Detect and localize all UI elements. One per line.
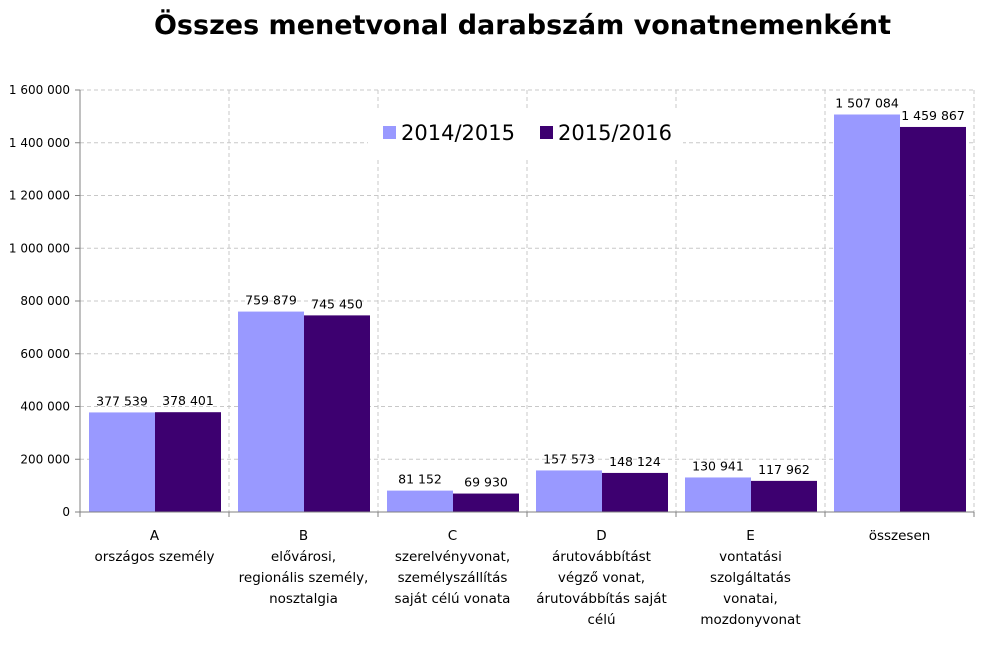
bars: [89, 114, 966, 512]
category-label-line: szolgáltatás: [710, 570, 791, 586]
axes: [75, 89, 975, 517]
category-label-line: A: [150, 528, 160, 544]
bar: [751, 480, 817, 512]
category-label-line: D: [596, 528, 606, 544]
data-label: 148 124: [609, 454, 661, 469]
data-label: 117 962: [758, 462, 810, 477]
bar: [89, 412, 155, 512]
data-label: 745 450: [311, 296, 363, 311]
y-tick-label: 800 000: [20, 294, 70, 308]
category-label-line: célú: [587, 612, 615, 628]
category-label-line: vontatási: [719, 549, 782, 565]
category-label-line: végző vonat,: [558, 570, 645, 586]
data-label: 759 879: [245, 293, 297, 308]
legend-label: 2015/2016: [558, 121, 672, 145]
bar: [536, 470, 602, 512]
y-tick-label: 400 000: [20, 400, 70, 414]
category-label-line: vonatai,: [723, 591, 778, 607]
bar: [685, 477, 751, 512]
data-label: 1 507 084: [835, 96, 899, 111]
y-tick-label: 1 400 000: [9, 136, 70, 150]
category-label-line: nosztalgia: [269, 591, 338, 607]
legend-label: 2014/2015: [401, 121, 515, 145]
data-label: 377 539: [96, 393, 148, 408]
data-labels: 377 539 759 879 81 152 157 573 130 941 1 507 …: [96, 96, 965, 490]
legend: 2014/2015 2015/2016: [368, 110, 683, 160]
category-label-line: B: [299, 528, 308, 544]
data-label: 81 152: [398, 472, 442, 487]
category-label-line: elővárosi,: [271, 549, 336, 565]
category-label-line: személyszállítás: [398, 570, 508, 586]
y-axis-ticks: 0 200 000 400 000 600 000 800 000 1 000 000 1 …: [9, 83, 70, 519]
y-tick-label: 0: [62, 505, 70, 519]
bar: [602, 472, 668, 512]
category-label-line: mozdonyvonat: [700, 612, 800, 628]
category-label-line: árutovábbítást: [552, 549, 651, 565]
gridlines: [80, 89, 975, 512]
y-tick-label: 600 000: [20, 347, 70, 361]
bar: [238, 311, 304, 512]
category-label-line: C: [448, 528, 457, 544]
data-label: 130 941: [692, 458, 744, 473]
legend-swatch: [540, 126, 553, 139]
data-label: 1 459 867: [901, 108, 965, 123]
data-label: 157 573: [543, 451, 595, 466]
category-label-line: saját célú vonata: [395, 591, 511, 607]
bar: [834, 114, 900, 512]
y-tick-label: 1 200 000: [9, 189, 70, 203]
data-label: 378 401: [162, 393, 214, 408]
category-label: összesen: [869, 528, 931, 544]
legend-swatch: [383, 126, 396, 139]
data-label: 69 930: [464, 475, 508, 490]
legend-box: [368, 110, 683, 160]
category-label-line: árutovábbítás saját: [536, 591, 667, 607]
bar: [387, 490, 453, 512]
category-label-line: regionális személy,: [239, 570, 369, 586]
category-label-line: szerelvényvonat,: [395, 549, 510, 565]
chart-title: Összes menetvonal darabszám vonatnemenké…: [153, 10, 892, 41]
bar: [453, 493, 519, 512]
bar: [304, 315, 370, 512]
category-label-line: E: [746, 528, 755, 544]
y-tick-label: 200 000: [20, 452, 70, 466]
category-label-line: összesen: [869, 528, 931, 544]
y-tick-label: 1 000 000: [9, 241, 70, 255]
category-label-line: országos személy: [95, 549, 215, 565]
y-tick-label: 1 600 000: [9, 83, 70, 97]
bar: [900, 126, 966, 512]
bar: [155, 412, 221, 512]
